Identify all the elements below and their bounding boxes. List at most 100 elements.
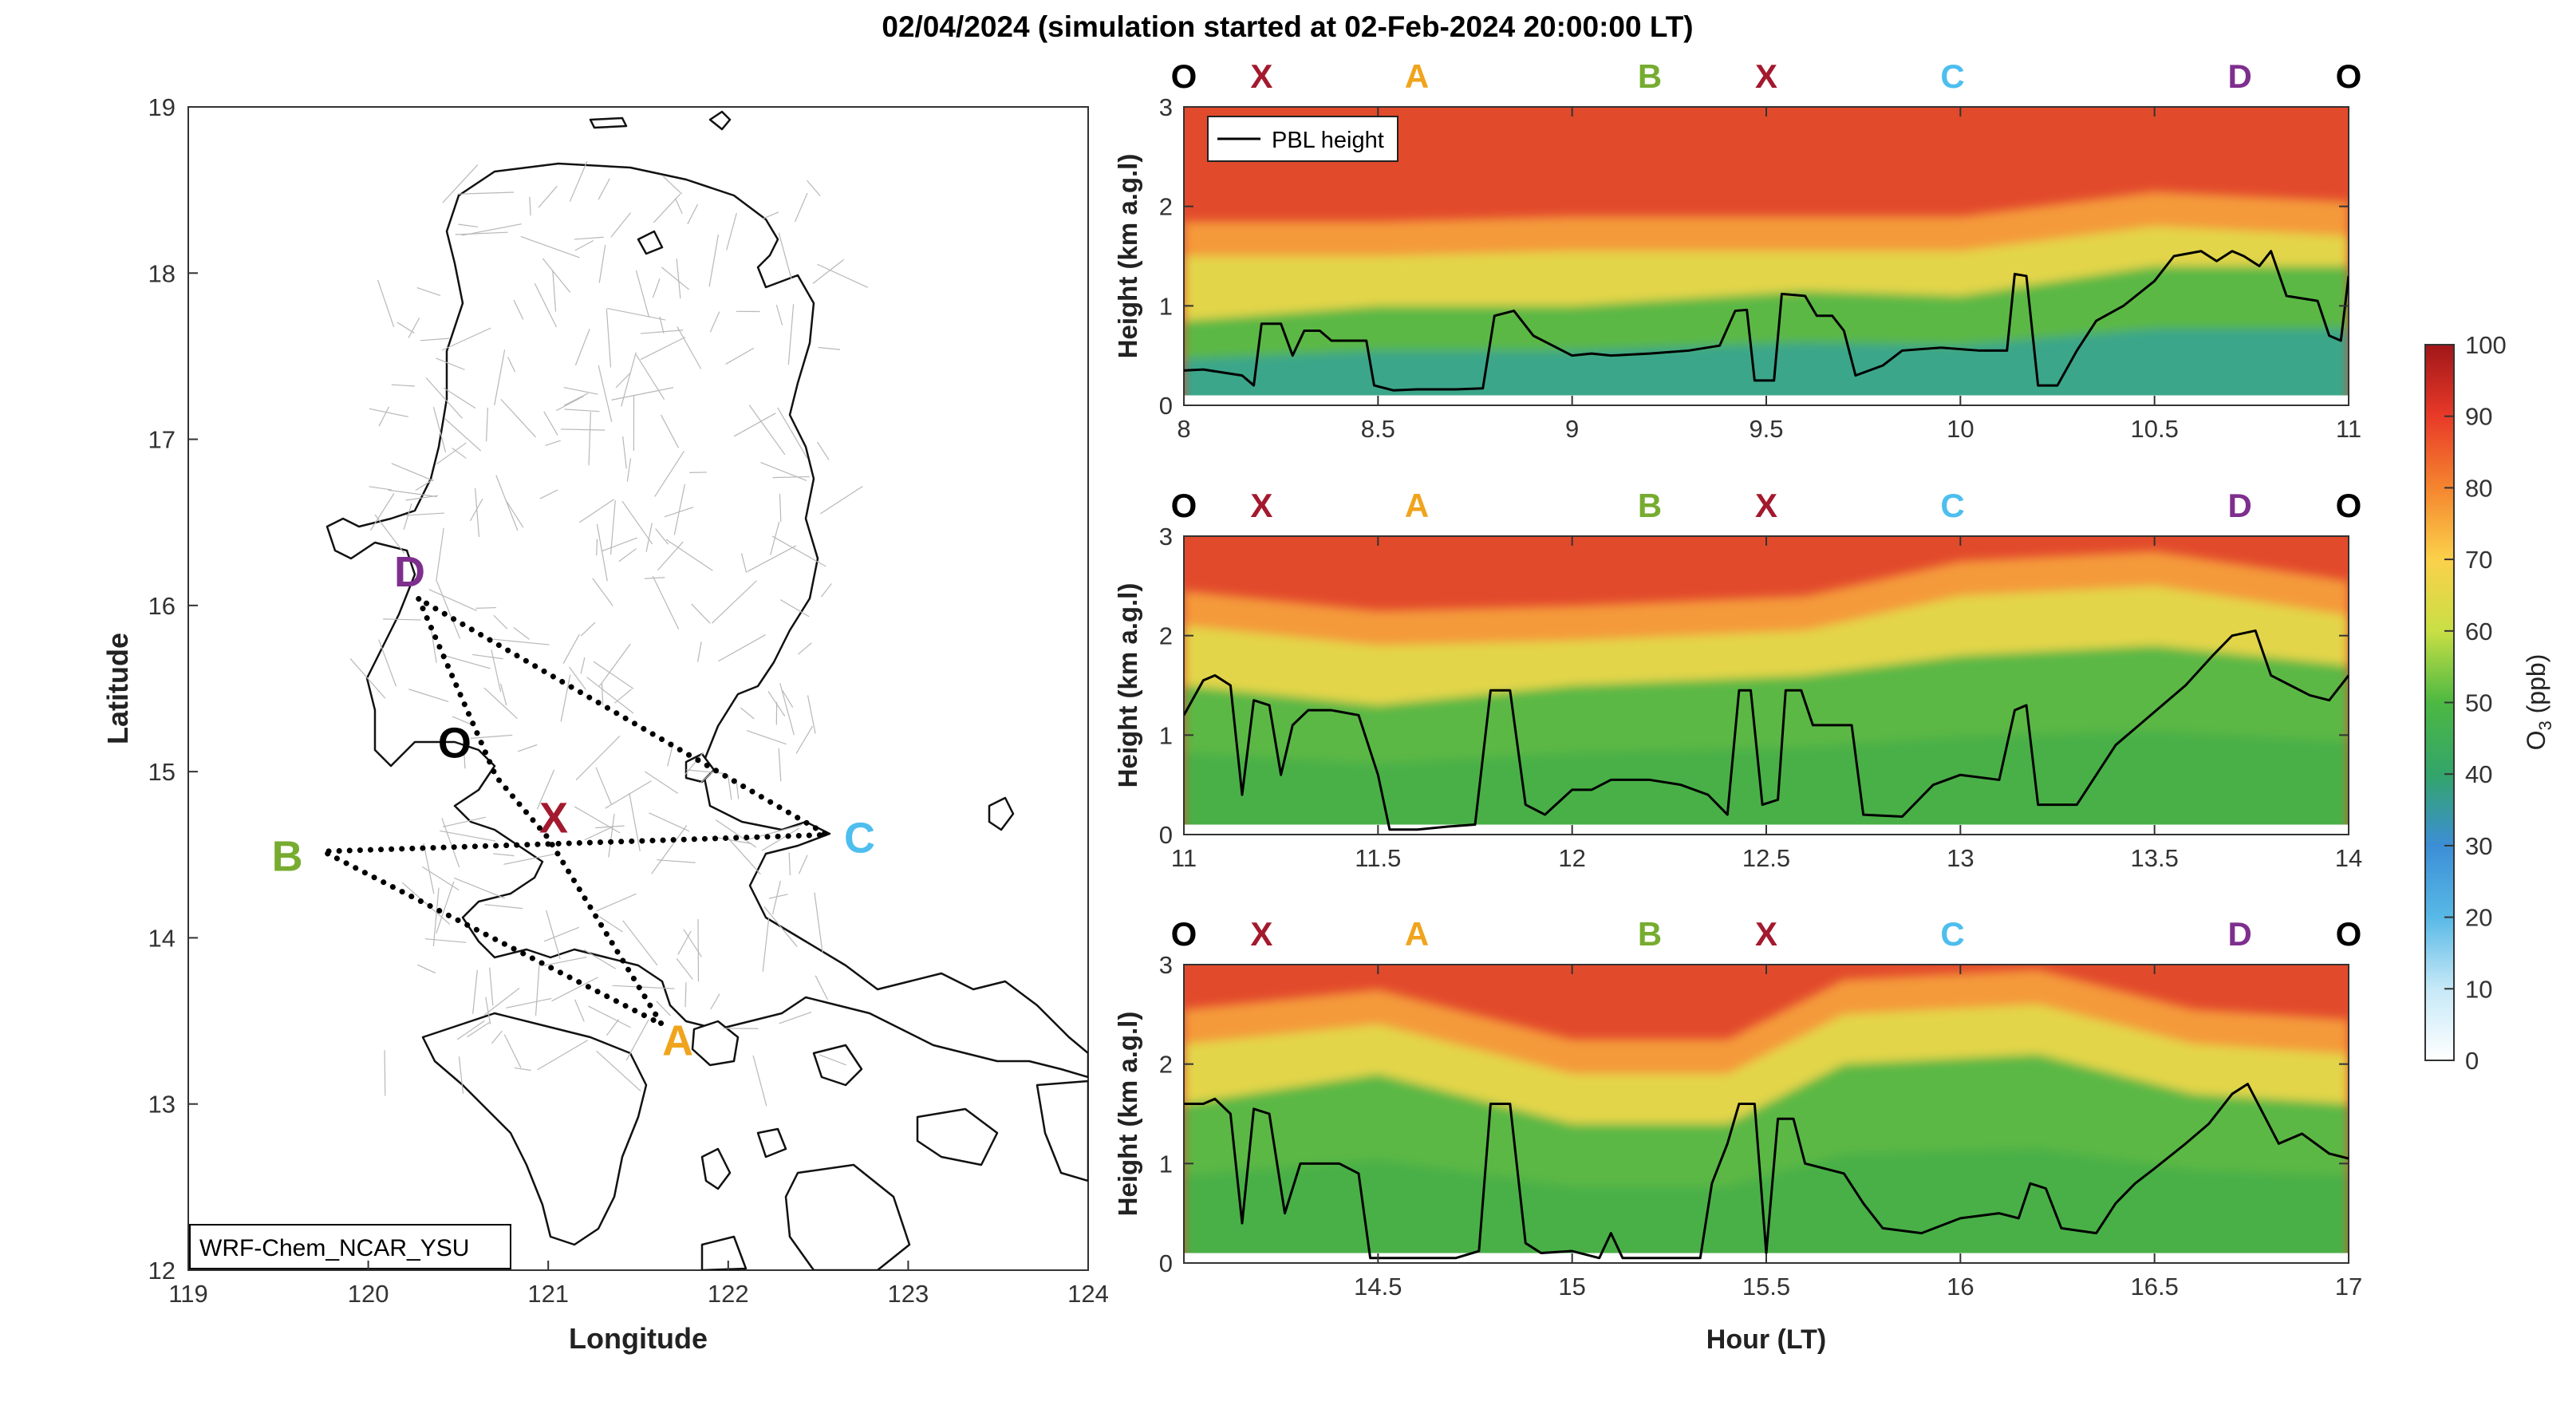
colorbar-label-sub: 3 <box>2535 720 2555 730</box>
boundary-segment <box>645 771 678 794</box>
x-tick-label: 10 <box>1947 415 1974 443</box>
boundary-segment <box>377 279 395 328</box>
boundary-segment <box>711 580 757 624</box>
boundary-segment <box>568 666 586 690</box>
x-tick-label: 12 <box>1558 844 1585 872</box>
boundary-segment <box>651 825 688 874</box>
boundary-segment <box>543 411 558 436</box>
boundary-segment <box>458 223 479 228</box>
province-boundaries <box>349 160 869 1107</box>
boundary-segment <box>771 880 781 914</box>
boundary-segment <box>596 523 608 582</box>
y-tick-label: 0 <box>1159 1249 1173 1277</box>
boundary-segment <box>711 836 752 845</box>
y-tick-label: 0 <box>1159 392 1173 420</box>
boundary-segment <box>778 748 782 782</box>
x-tick-label: 11 <box>2336 415 2361 443</box>
x-tick-label: 13.5 <box>2130 844 2178 872</box>
colorbar-tick-label: 20 <box>2465 904 2492 932</box>
boundary-segment <box>649 812 690 832</box>
boundary-segment <box>580 622 596 637</box>
map-x-tick-label: 120 <box>348 1280 389 1308</box>
boundary-segment <box>452 716 472 725</box>
boundary-segment <box>661 266 690 290</box>
y-axis-label: Height (km a.g.l) <box>1113 1012 1142 1217</box>
segment-marker-b: B <box>1638 487 1662 524</box>
boundary-segment <box>403 503 412 530</box>
colorbar-label-main: O <box>2522 730 2550 750</box>
boundary-segment <box>564 409 600 412</box>
x-tick-label: 16.5 <box>2130 1273 2178 1301</box>
boundary-segment <box>677 930 692 955</box>
boundary-segment <box>677 326 702 369</box>
colorbar-tick-label: 40 <box>2465 760 2492 788</box>
boundary-segment <box>456 1020 485 1040</box>
boundary-segment <box>635 354 665 401</box>
boundary-segment <box>546 910 561 959</box>
boundary-segment <box>441 818 460 868</box>
boundary-segment <box>378 406 390 427</box>
pbl-height-line <box>1184 1083 2349 1260</box>
segment-marker-o: O <box>2336 57 2362 95</box>
route-point-labels: O X A B C D <box>272 548 875 1064</box>
boundary-segment <box>538 185 558 208</box>
o3-layer-bands <box>1184 969 2349 1263</box>
boundary-segment <box>560 674 571 722</box>
boundary-segment <box>483 687 518 720</box>
boundary-segment <box>514 1067 531 1072</box>
x-tick-label: 17 <box>2335 1273 2362 1301</box>
boundary-segment <box>779 1011 812 1024</box>
map-y-tick-label: 12 <box>148 1257 176 1285</box>
boundary-segment <box>500 398 536 438</box>
boundary-segment <box>580 657 586 674</box>
segment-marker-o: O <box>1171 57 1197 95</box>
x-tick-label: 15.5 <box>1742 1273 1790 1301</box>
map-y-tick-label: 16 <box>148 592 176 620</box>
boundary-segment <box>506 997 552 1008</box>
boundary-segment <box>444 417 482 452</box>
boundary-segment <box>396 322 415 334</box>
model-label: WRF-Chem_NCAR_YSU <box>199 1235 469 1261</box>
boundary-segment <box>425 377 463 419</box>
boundary-segment <box>440 830 496 842</box>
boundary-segment <box>746 730 787 745</box>
map-y-ticks: 12 13 14 15 16 17 18 19 <box>148 93 198 1285</box>
boundary-segment <box>674 198 683 214</box>
colorbar-tick-label: 100 <box>2465 331 2507 359</box>
pbl-height-line <box>1184 629 2349 831</box>
segment-marker-c: C <box>1940 915 1964 953</box>
boundary-segment <box>665 539 713 571</box>
boundary-segment <box>432 887 440 947</box>
boundary-segment <box>696 641 702 662</box>
segment-marker-d: D <box>2228 57 2252 95</box>
map-y-tick-label: 19 <box>148 93 176 121</box>
boundary-segment <box>471 653 503 660</box>
boundary-segment <box>684 752 704 776</box>
colorbar: 0 10 20 30 40 50 60 70 80 90 100 O3 (ppb) <box>2424 331 2555 1075</box>
boundary-segment <box>520 235 580 259</box>
pbl-height-line <box>1184 250 2349 392</box>
boundary-segment <box>552 270 557 312</box>
boundary-segment <box>762 211 779 219</box>
segment-marker-a: A <box>1405 487 1429 524</box>
boundary-segment <box>779 493 782 522</box>
boundary-segment <box>595 767 613 806</box>
segment-marker-x: X <box>1755 487 1777 524</box>
map-x-tick-label: 122 <box>708 1280 749 1308</box>
o3-field-3 <box>1184 965 2349 1263</box>
boundary-segment <box>513 299 524 320</box>
colorbar-label-unit: (ppb) <box>2522 654 2550 721</box>
map-y-tick-label: 15 <box>148 758 176 786</box>
boundary-segment <box>441 327 491 351</box>
boundary-segment <box>819 486 863 515</box>
boundary-segment <box>423 843 435 894</box>
segment-marker-a: A <box>1405 57 1429 95</box>
boundary-segment <box>583 949 617 969</box>
boundary-segment <box>779 682 795 736</box>
boundary-segment <box>408 317 420 338</box>
boundary-segment <box>686 769 727 775</box>
map-panel: O X A B C D WRF-Chem_NCAR_YSU 119 120 121 122 123… <box>101 93 1109 1355</box>
boundary-segment <box>569 160 588 202</box>
boundary-segment <box>535 964 540 1016</box>
